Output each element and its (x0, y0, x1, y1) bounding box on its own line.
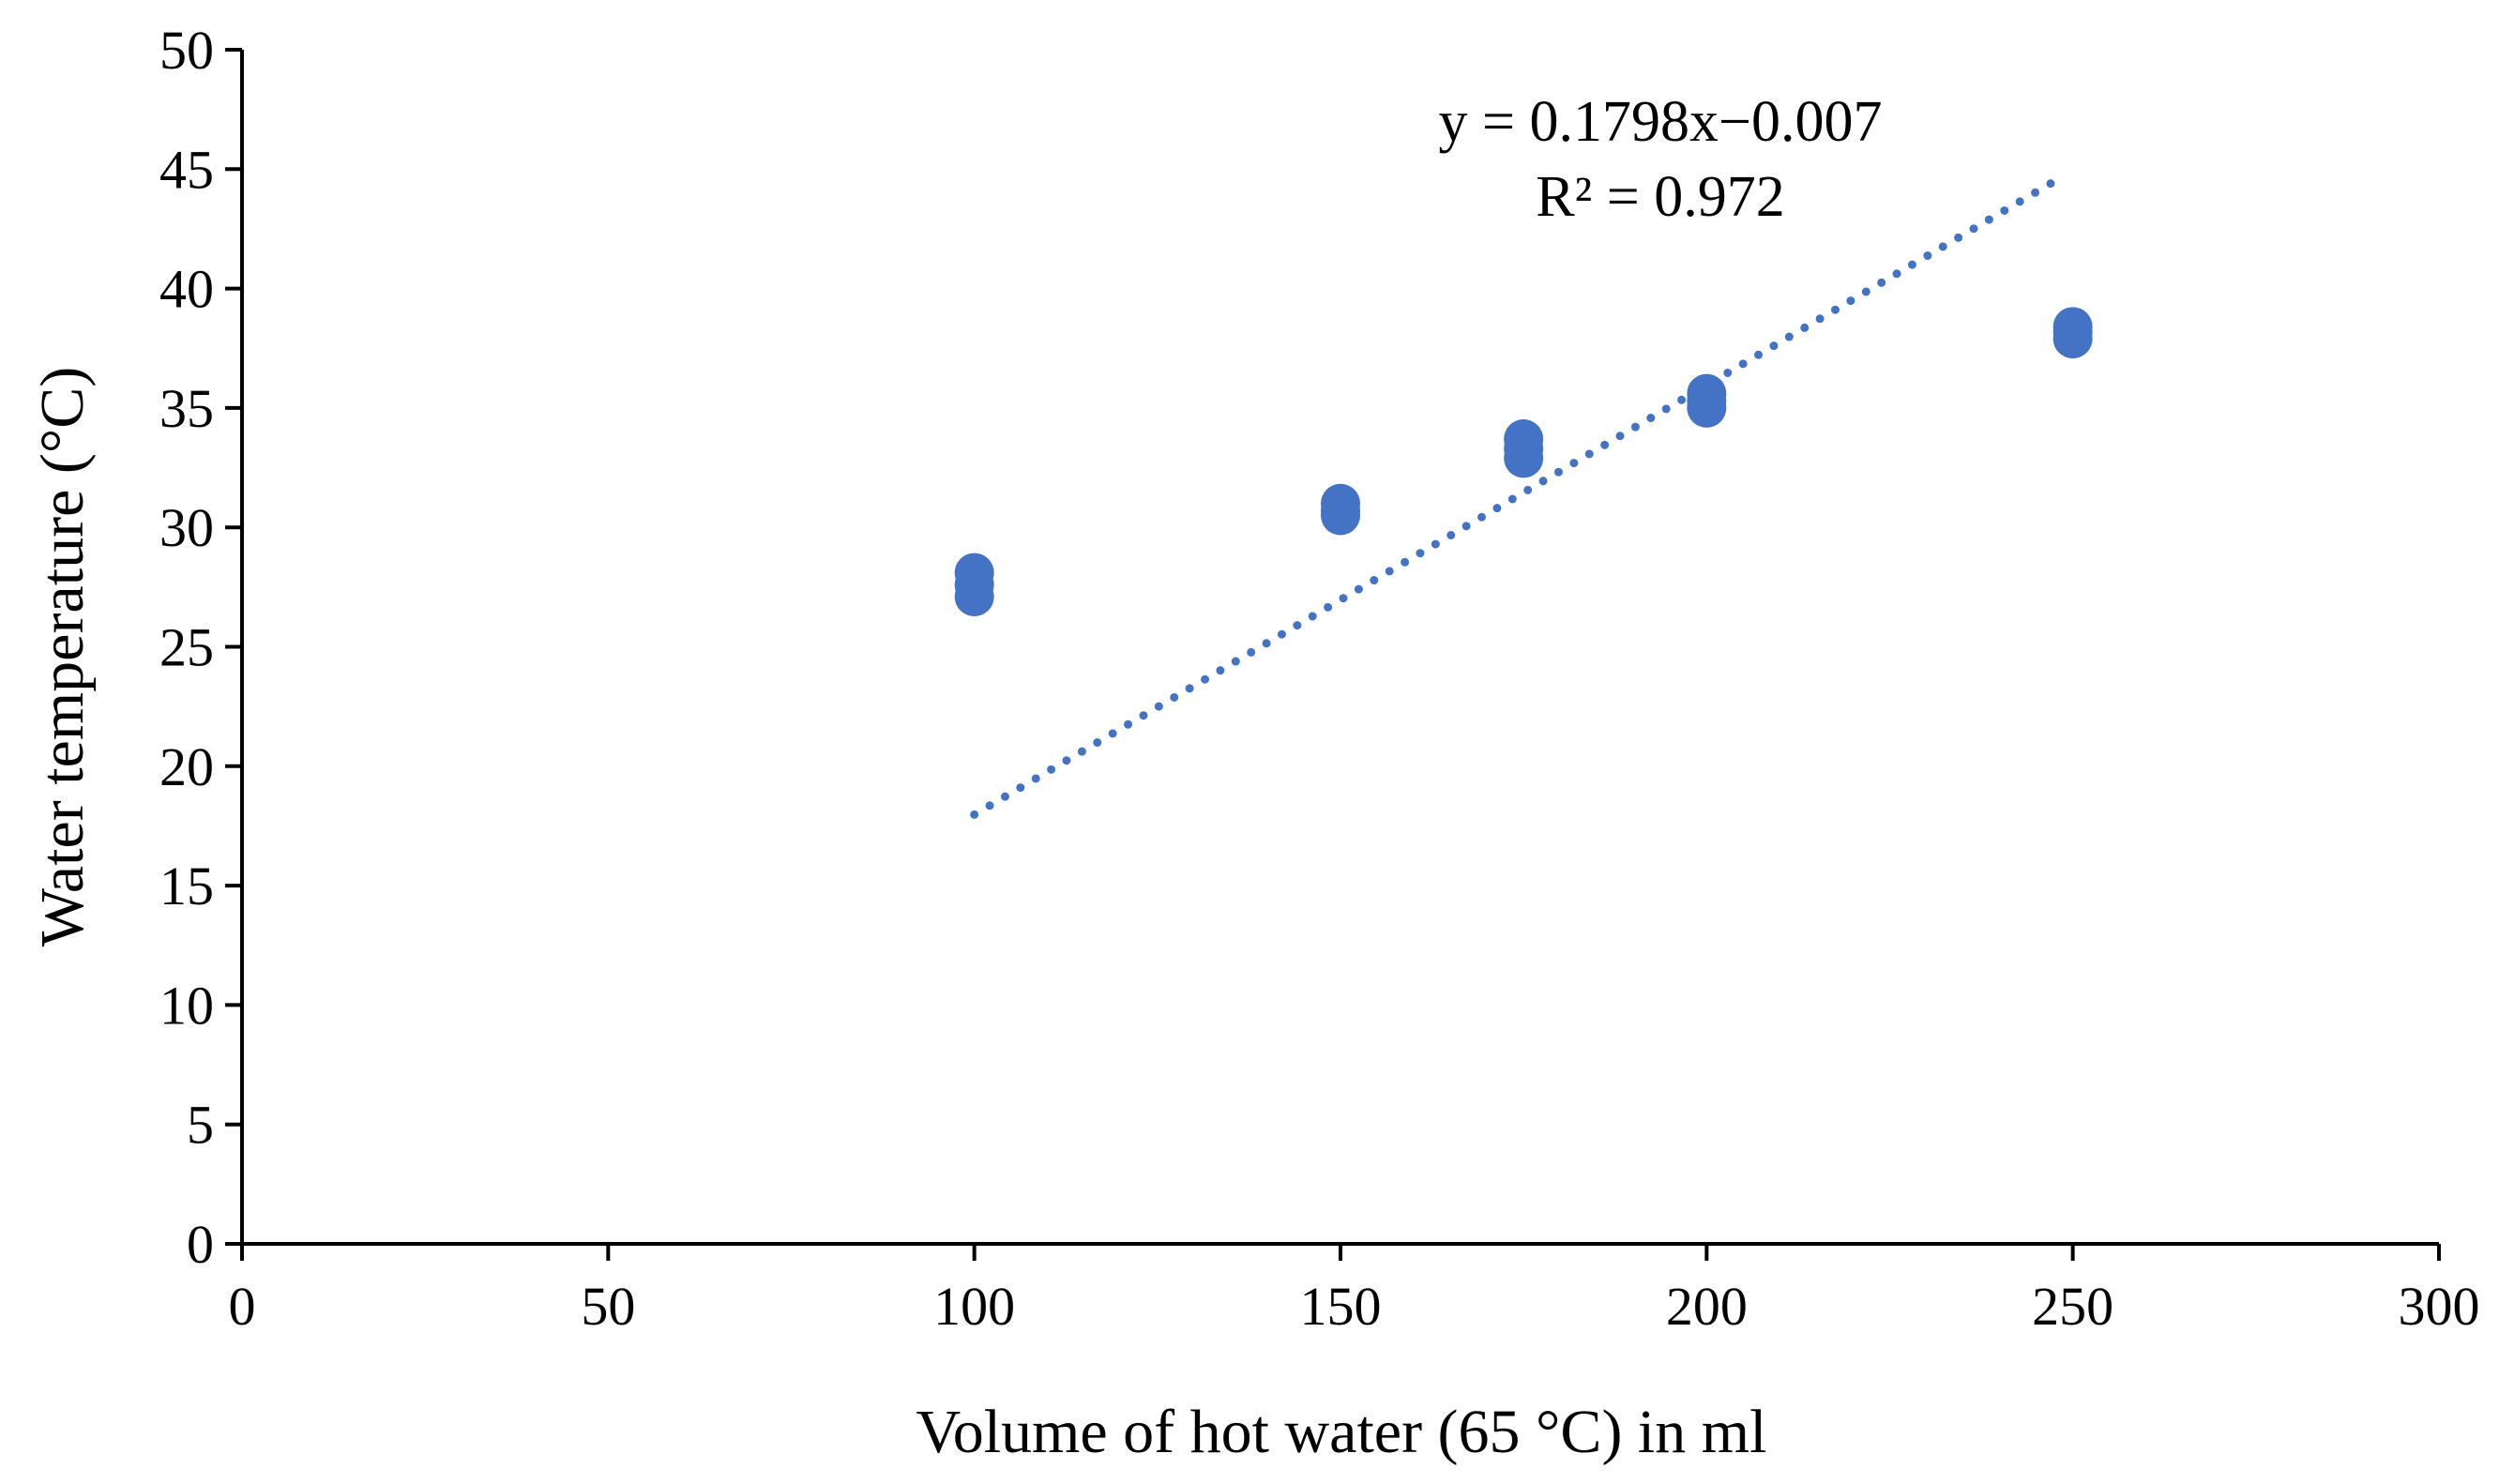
x-tick-label: 250 (2032, 1276, 2113, 1337)
x-tick-label: 200 (1666, 1276, 1748, 1337)
y-tick-label: 15 (159, 856, 214, 916)
y-tick-label: 5 (187, 1095, 214, 1156)
data-point (1687, 387, 1727, 428)
y-tick-label: 40 (159, 259, 214, 320)
trendline-equation: y = 0.1798x−0.007 (1439, 90, 1883, 154)
x-axis-title: Volume of hot water (65 °C) in ml (916, 1398, 1767, 1466)
x-tick-label: 300 (2399, 1276, 2480, 1337)
y-tick-label: 35 (159, 378, 214, 439)
y-tick-label: 25 (159, 617, 214, 678)
trendline-r-squared: R² = 0.972 (1536, 165, 1784, 229)
x-tick-label: 100 (933, 1276, 1015, 1337)
data-point (954, 577, 994, 617)
y-tick-label: 10 (159, 975, 214, 1036)
y-tick-label: 45 (159, 139, 214, 200)
trendline-layer (970, 172, 2068, 819)
axes: 0 5 10 15 20 25 30 35 40 45 50 0 50 100 150 200 250 300 (159, 20, 2480, 1337)
labels-layer: y = 0.1798x−0.007 R² = 0.972 Volume of h… (28, 90, 1882, 1466)
y-tick-label: 50 (159, 20, 214, 81)
data-point (1321, 495, 1360, 536)
data-point (2052, 319, 2093, 359)
y-tick-label: 20 (159, 736, 214, 797)
y-tick-label: 30 (159, 497, 214, 558)
data-points-layer (954, 307, 2093, 617)
x-tick-label: 50 (581, 1276, 635, 1337)
y-axis-title: Water temperature (°C) (28, 367, 97, 946)
trendline (970, 172, 2068, 819)
x-tick-label: 150 (1300, 1276, 1382, 1337)
y-tick-label: 0 (187, 1214, 214, 1275)
x-tick-label: 0 (229, 1276, 256, 1337)
data-point (1504, 438, 1544, 478)
